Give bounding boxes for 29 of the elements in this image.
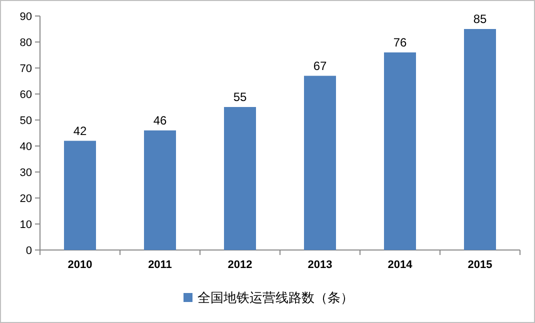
data-label: 67 [313, 58, 327, 73]
data-label: 42 [73, 124, 87, 138]
y-tick-label: 40 [20, 141, 32, 153]
x-tick-label: 2013 [308, 259, 332, 271]
x-tick-label: 2011 [148, 259, 172, 271]
y-tick-label: 30 [20, 167, 32, 179]
y-tick-label: 0 [26, 245, 32, 257]
bar [304, 76, 336, 250]
y-tick-label: 10 [20, 219, 32, 231]
legend-label: 全国地铁运营线路数（条） [198, 290, 354, 305]
y-tick-label: 20 [20, 193, 32, 205]
x-tick-label: 2012 [228, 259, 252, 271]
y-tick-label: 60 [20, 89, 32, 101]
bar [384, 52, 416, 250]
data-label: 76 [393, 35, 407, 50]
x-tick-label: 2014 [388, 259, 414, 271]
y-tick-label: 90 [20, 11, 32, 23]
y-tick-label: 80 [20, 37, 32, 49]
y-tick-label: 50 [20, 115, 32, 127]
data-label: 85 [473, 12, 487, 26]
data-label: 55 [233, 90, 247, 104]
data-label: 46 [153, 113, 167, 128]
bar [64, 140, 96, 250]
x-tick-label: 2015 [468, 259, 492, 271]
bar [144, 130, 176, 250]
x-tick-label: 2010 [68, 259, 92, 271]
bar [224, 107, 256, 250]
bar [464, 29, 496, 250]
y-tick-label: 70 [20, 63, 32, 75]
